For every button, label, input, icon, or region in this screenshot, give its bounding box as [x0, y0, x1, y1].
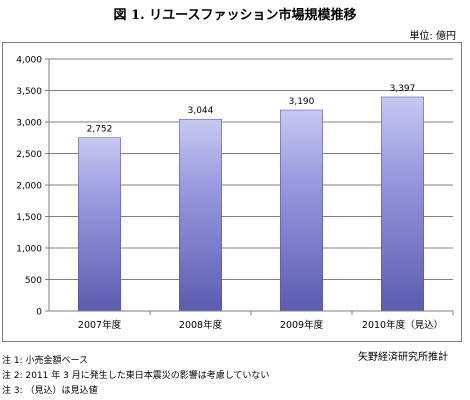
bar-value-label: 3,190 [289, 97, 315, 107]
labels: 0 500 1,000 1,500 2,000 2,500 3,000 3,500 4,000 2… [16, 56, 443, 332]
bar [280, 109, 323, 312]
y-tick-label: 0 [36, 308, 42, 318]
bar-value-label: 3,397 [390, 84, 416, 94]
y-tick-label: 2,000 [16, 182, 42, 192]
x-tick-label: 2008年度 [179, 319, 223, 331]
bars [78, 96, 424, 312]
bar [78, 137, 121, 312]
source-credit: 矢野経済研究所推計 [358, 352, 448, 363]
x-tick-label: 2009年度 [280, 319, 324, 331]
y-tick-label: 1,500 [16, 213, 42, 223]
bar [179, 118, 222, 312]
axes [45, 58, 454, 315]
chart-title: 図 1. リユースファッション市場規模推移 [113, 8, 357, 23]
chart-frame: 0 500 1,000 1,500 2,000 2,500 3,000 3,500 4,000 2… [2, 42, 462, 342]
note-3: 注 3: （見込）は見込値 [2, 386, 98, 396]
notes: 注 1: 小売金額ベース 注 2: 2011 年 3 月に発生した東日本震災の影… [2, 354, 269, 399]
y-tick-label: 4,000 [16, 56, 42, 66]
y-tick-label: 1,000 [16, 245, 42, 255]
x-tick-label: 2010年度（見込） [362, 319, 443, 331]
bar [381, 96, 424, 312]
x-tick-label: 2007年度 [78, 319, 122, 331]
y-tick-label: 500 [25, 276, 42, 286]
bar-value-label: 2,752 [87, 125, 113, 135]
y-tick-label: 2,500 [16, 150, 42, 160]
bar-chart: 0 500 1,000 1,500 2,000 2,500 3,000 3,500 4,000 2… [16, 56, 454, 332]
note-2: 注 2: 2011 年 3 月に発生した東日本震災の影響は考慮していない [2, 371, 270, 381]
y-tick-label: 3,000 [16, 119, 42, 129]
unit-label: 単位: 億円 [409, 31, 456, 42]
note-1: 注 1: 小売金額ベース [2, 356, 89, 366]
y-tick-label: 3,500 [16, 87, 42, 97]
bar-value-label: 3,044 [188, 106, 214, 116]
